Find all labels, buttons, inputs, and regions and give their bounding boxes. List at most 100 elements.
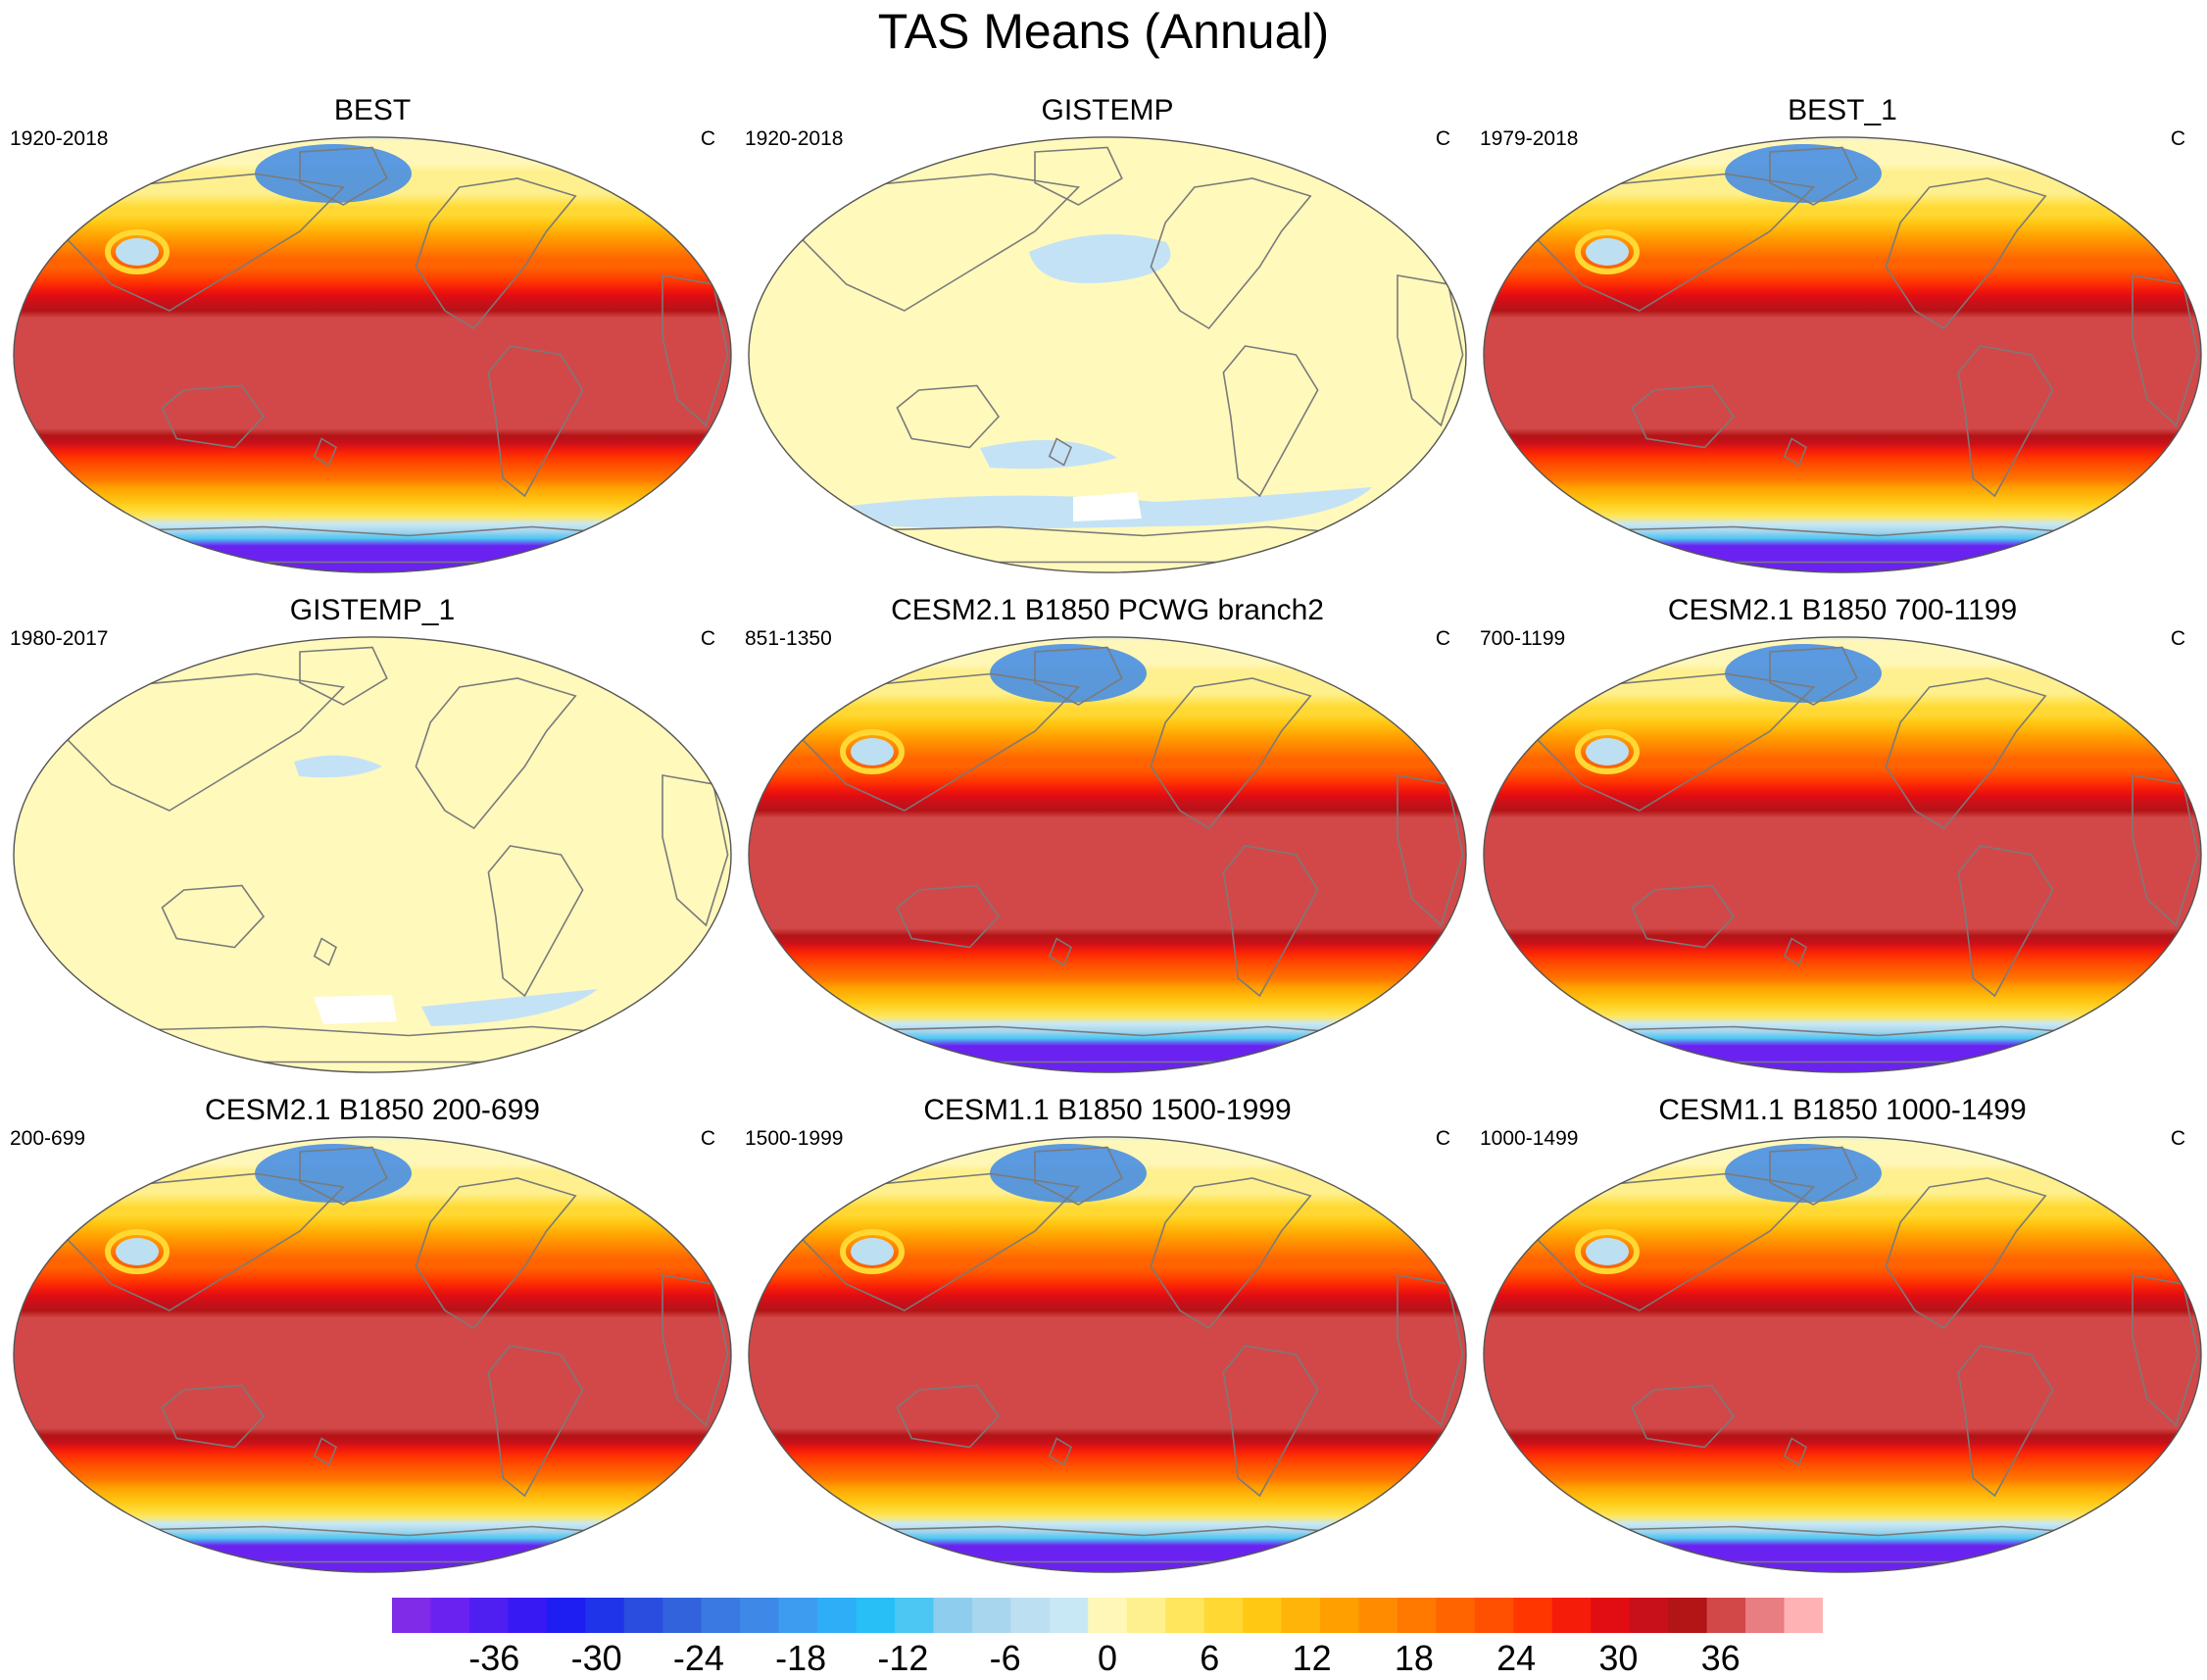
coastline-australia [1631,1384,1736,1449]
colorbar-swatch [1513,1598,1553,1633]
world-map [13,1136,732,1573]
map-field [1483,136,2201,573]
colorbar-tick-label: -24 [672,1638,724,1678]
arctic-cold-region [1725,1144,1882,1203]
coastline-greenland [1769,146,1858,206]
coastline-new-zealand [1048,437,1072,467]
coastline-north-america [1885,1177,2047,1330]
coastline-asia [1537,1172,1816,1311]
colorbar-swatch [1668,1598,1708,1633]
colorbar-tick-label: -6 [989,1638,1021,1678]
temperature-field [1483,1136,2201,1573]
coastline-north-america [1150,1177,1312,1330]
map-panel: BEST 1920-2018 C [10,93,735,573]
temperature-field [748,636,1466,1073]
colorbar-swatch [585,1598,625,1633]
coastline-greenland [299,146,388,206]
map-field [1483,1136,2201,1573]
map-border [13,1136,732,1573]
map-border [1483,136,2202,573]
coastline-asia [67,1172,346,1311]
coastline-south-america [487,1345,584,1498]
coastline-asia [802,672,1081,812]
coastline-south-america [1957,345,2054,498]
colorbar-swatch [1436,1598,1476,1633]
world-map [1483,1136,2202,1573]
tibet-edge [1575,729,1640,774]
coastline-north-america [1885,677,2047,830]
panel-period: 1979-2018 [1480,127,1579,150]
panel-title: BEST_1 [1788,94,1897,126]
colorbar-swatch [1784,1598,1823,1633]
coastline-south-america [487,845,584,998]
coastline-north-america [415,1177,577,1330]
colorbar-swatch [894,1598,934,1633]
coastline-australia [161,384,266,449]
arctic-cold-region [255,1144,412,1203]
coastline-greenland [1034,646,1123,706]
coastline-australia [896,384,1001,449]
colorbar-swatch [933,1598,973,1633]
colorbar-swatch [740,1598,780,1633]
map-panel: CESM2.1 B1850 700-1199 700-1199 C [1480,593,2205,1073]
panel-units: C [2170,127,2185,150]
coastline-north-america [1885,177,2047,330]
world-map [748,636,1467,1073]
tibet-edge [840,1229,905,1274]
coastline-north-america [1150,677,1312,830]
temperature-field [13,136,731,573]
coastline-north-america [415,177,577,330]
colorbar-tick-label: 36 [1700,1638,1741,1678]
anomaly-patch-north-pacific [1029,234,1171,283]
coastline-asia [1537,173,1816,312]
coastline-south-america [1222,845,1319,998]
map-panel: GISTEMP 1920-2018 C [745,93,1470,573]
coastline-greenland [1769,646,1858,706]
panel-units: C [700,127,715,150]
map-field [748,636,1466,1073]
coastline-australia [161,1384,266,1449]
map-field [13,136,731,573]
coastline-asia [802,1172,1081,1311]
coastline-greenland [1034,146,1123,206]
panel-period: 200-699 [10,1127,86,1150]
tibet-cold-spot [1586,1238,1629,1265]
colorbar-tick-label: 12 [1292,1638,1332,1678]
colorbar-swatch [1281,1598,1321,1633]
colorbar-tick-label: 18 [1394,1638,1434,1678]
map-field [748,136,1466,573]
panel-period: 1920-2018 [745,127,844,150]
coastline-australia [896,1384,1001,1449]
temperature-field [748,1136,1466,1573]
figure-title: TAS Means (Annual) [877,4,1330,59]
anomaly-patch-north-pacific [294,755,382,778]
coastline-australia [161,884,266,949]
colorbar-swatch [1591,1598,1631,1633]
panel-period: 1500-1999 [745,1127,844,1150]
coastline-greenland [299,646,388,706]
colorbar-swatch [701,1598,741,1633]
colorbar-swatch [1165,1598,1205,1633]
colorbar-swatch [430,1598,470,1633]
coastline-new-zealand [1783,437,1807,467]
coastline-north-america [1150,177,1312,330]
tibet-cold-spot [116,238,159,266]
colorbar-swatch [1088,1598,1128,1633]
tibet-cold-spot [851,738,894,766]
colorbar-swatch [1706,1598,1746,1633]
coastline-new-zealand [1783,1437,1807,1466]
coastline-greenland [1769,1146,1858,1206]
colorbar-swatch [392,1598,431,1633]
coastline-south-america [1957,845,2054,998]
panel-title: CESM2.1 B1850 200-699 [205,1094,540,1126]
colorbar-tick-label: -36 [468,1638,520,1678]
coastline-new-zealand [1048,937,1072,966]
colorbar-swatch [1126,1598,1166,1633]
panel-units: C [1435,127,1450,150]
map-border [13,636,732,1073]
map-border [1483,636,2202,1073]
coastline-asia [67,173,346,312]
map-panel: CESM2.1 B1850 200-699 200-699 C [10,1093,735,1573]
world-map [748,136,1467,573]
panel-title: CESM2.1 B1850 PCWG branch2 [891,594,1324,626]
